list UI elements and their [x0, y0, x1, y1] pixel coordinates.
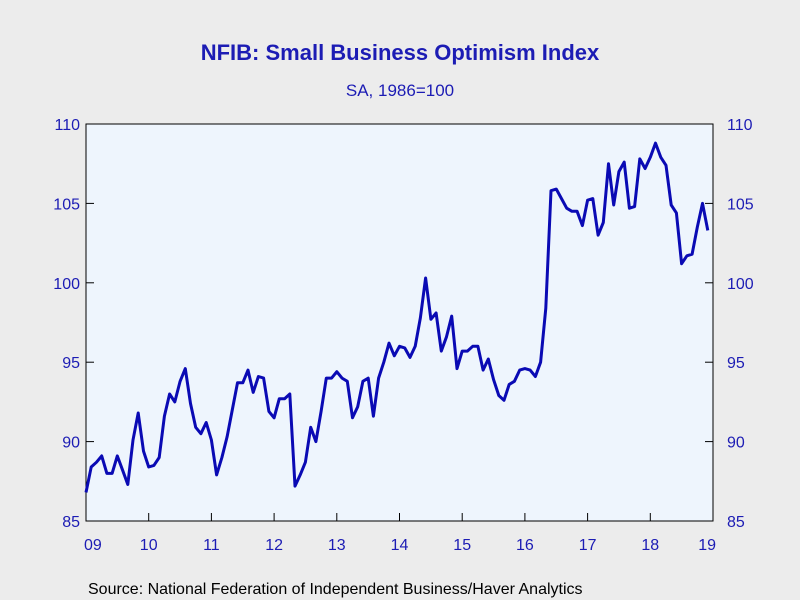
x-axis: 09 10 11 12 13 14 15 16 17 18 19	[84, 513, 716, 554]
y-tick-label-left: 95	[62, 355, 80, 372]
x-tick-label: 10	[140, 537, 158, 554]
x-tick-label: 11	[203, 537, 220, 554]
y-tick-label-left: 105	[53, 196, 80, 213]
y-tick-label-left: 100	[53, 276, 80, 293]
y-tick-label-left: 90	[62, 435, 80, 452]
x-tick-label: 16	[516, 537, 534, 554]
y-axis-right: 85 90 95 100 105 110	[705, 117, 754, 531]
x-tick-label: 18	[641, 537, 659, 554]
x-tick-label: 15	[453, 537, 471, 554]
y-tick-label-right: 105	[727, 196, 754, 213]
y-tick-label-left: 110	[54, 117, 80, 134]
x-tick-label: 17	[579, 537, 597, 554]
y-tick-label-right: 85	[727, 514, 745, 531]
y-tick-label-left: 85	[62, 514, 80, 531]
x-tick-label: 13	[328, 537, 346, 554]
plot-area	[85, 123, 714, 522]
source-note: Source: National Federation of Independe…	[88, 581, 583, 598]
y-tick-label-right: 95	[727, 355, 745, 372]
x-tick-label: 12	[265, 537, 283, 554]
chart-subtitle: SA, 1986=100	[346, 81, 454, 100]
y-tick-label-right: 110	[727, 117, 753, 134]
y-tick-label-right: 90	[727, 435, 745, 452]
x-tick-label: 19	[698, 537, 716, 554]
series-line	[84, 141, 710, 493]
y-axis-left: 85 90 95 100 105 110	[53, 117, 94, 531]
chart-title: NFIB: Small Business Optimism Index	[201, 40, 600, 65]
y-tick-label-right: 100	[727, 276, 754, 293]
x-tick-label: 09	[84, 537, 102, 554]
x-tick-label: 14	[391, 537, 409, 554]
